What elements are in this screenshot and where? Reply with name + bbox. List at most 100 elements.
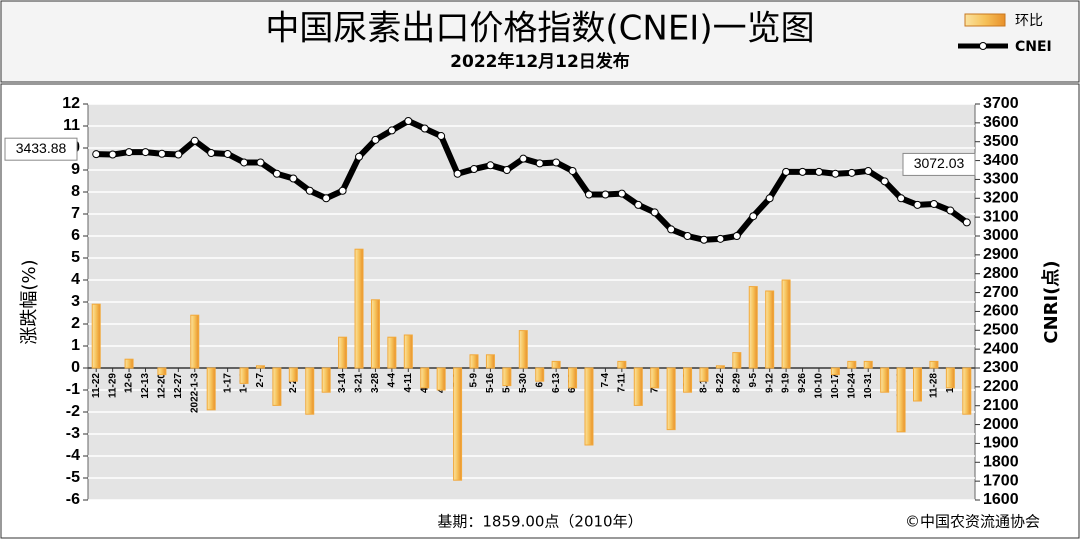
- bar: [929, 360, 939, 369]
- x-tick-label: 5-30: [518, 373, 529, 393]
- line-marker: [272, 169, 281, 178]
- y2-tick-label: 2600: [983, 303, 1019, 320]
- y-tick-label: 7: [71, 205, 80, 222]
- line-marker: [683, 232, 692, 240]
- bar: [518, 330, 528, 369]
- y2-tick-label: 3200: [983, 190, 1019, 207]
- line-marker: [929, 199, 938, 208]
- bar: [124, 358, 134, 369]
- y2-tick-label: 2900: [983, 246, 1019, 263]
- y-tick-label: 11: [63, 117, 80, 134]
- y2-tick-label: 2200: [983, 378, 1019, 395]
- line-marker: [256, 158, 265, 167]
- bar: [403, 334, 413, 369]
- line-marker: [765, 194, 774, 203]
- y2-tick-label: 3000: [983, 227, 1019, 244]
- bar: [436, 367, 446, 391]
- x-tick-label: 11-28: [929, 373, 940, 398]
- line-marker: [404, 116, 413, 125]
- x-tick-label: 7-4: [600, 373, 611, 388]
- line-marker: [223, 149, 232, 158]
- line-marker: [289, 174, 298, 183]
- bar: [321, 367, 331, 393]
- bar: [453, 367, 463, 481]
- bar: [535, 367, 545, 382]
- bar: [206, 367, 216, 411]
- line-marker: [371, 135, 380, 144]
- bar: [830, 367, 840, 376]
- y2-tick-label: 2800: [983, 265, 1019, 282]
- y-tick-label: -1: [66, 381, 80, 398]
- line-marker: [617, 189, 626, 198]
- y2-axis-label: CNRI(点): [1040, 260, 1062, 343]
- y-tick-label: -5: [66, 469, 80, 486]
- bar: [633, 367, 643, 406]
- bar: [781, 279, 791, 369]
- x-tick-label: 7-11: [616, 373, 627, 393]
- x-tick-label: 9-12: [764, 373, 775, 393]
- x-tick-label: 3-28: [370, 373, 381, 393]
- line-marker: [387, 126, 396, 135]
- y-tick-label: 1: [71, 337, 80, 354]
- line-marker: [699, 235, 708, 244]
- x-tick-label: 4-11: [403, 373, 414, 393]
- y-tick-label: 3: [71, 293, 80, 310]
- line-marker: [486, 161, 495, 170]
- y-tick-label: 4: [71, 271, 80, 288]
- value-label-box: [902, 152, 976, 176]
- x-tick-label: 11-22: [91, 373, 102, 398]
- line-marker: [355, 152, 364, 161]
- chart-title: 中国尿素出口价格指数(CNEI)一览图: [265, 9, 814, 49]
- x-tick-label: 10-31: [863, 373, 874, 399]
- line-marker: [584, 190, 593, 199]
- line-marker: [305, 186, 314, 195]
- line-marker: [420, 124, 429, 133]
- y-tick-label: 0: [71, 359, 80, 376]
- bar: [305, 367, 315, 415]
- y-tick-label: 5: [71, 249, 80, 266]
- line-marker: [92, 150, 101, 159]
- bar: [370, 299, 380, 369]
- x-tick-label: 2-7: [255, 373, 266, 388]
- y-tick-label: 6: [71, 227, 80, 244]
- y2-tick-label: 3500: [983, 133, 1019, 150]
- line-marker: [535, 159, 544, 168]
- bar: [896, 367, 906, 433]
- bar: [387, 336, 397, 369]
- x-tick-label: 8-22: [715, 373, 726, 393]
- line-marker: [667, 225, 676, 234]
- bar: [765, 290, 775, 369]
- line-marker: [322, 194, 331, 203]
- y2-tick-label: 2700: [983, 284, 1019, 301]
- source: ©中国农资流通协会: [905, 513, 1040, 531]
- y2-tick-label: 1700: [983, 472, 1019, 489]
- bar: [354, 248, 364, 369]
- bar: [420, 367, 430, 389]
- line-marker: [864, 166, 873, 175]
- y2-tick-label: 2400: [983, 340, 1019, 357]
- bar: [157, 367, 167, 376]
- x-tick-label: 6-13: [551, 373, 562, 393]
- line-marker: [782, 167, 791, 176]
- legend-label: CNEI: [1015, 39, 1052, 55]
- y-tick-label: 9: [71, 161, 80, 178]
- bar: [732, 352, 742, 369]
- bar: [272, 367, 282, 406]
- line-marker: [650, 208, 659, 217]
- x-tick-label: 10-10: [814, 373, 825, 399]
- x-tick-label: 10-17: [830, 373, 841, 399]
- y2-tick-label: 2500: [983, 322, 1019, 339]
- x-tick-label: 9-19: [781, 373, 792, 393]
- x-tick-label: 9-26: [797, 373, 808, 393]
- value-label-box: [4, 137, 78, 161]
- line-marker: [519, 154, 528, 163]
- line-marker: [240, 158, 249, 167]
- y-tick-label: -2: [66, 403, 80, 420]
- line-marker: [470, 165, 479, 174]
- y2-tick-label: 3600: [983, 114, 1019, 131]
- line-marker: [141, 148, 150, 157]
- line-marker: [897, 194, 906, 203]
- line-marker: [880, 177, 889, 186]
- bar: [913, 367, 923, 402]
